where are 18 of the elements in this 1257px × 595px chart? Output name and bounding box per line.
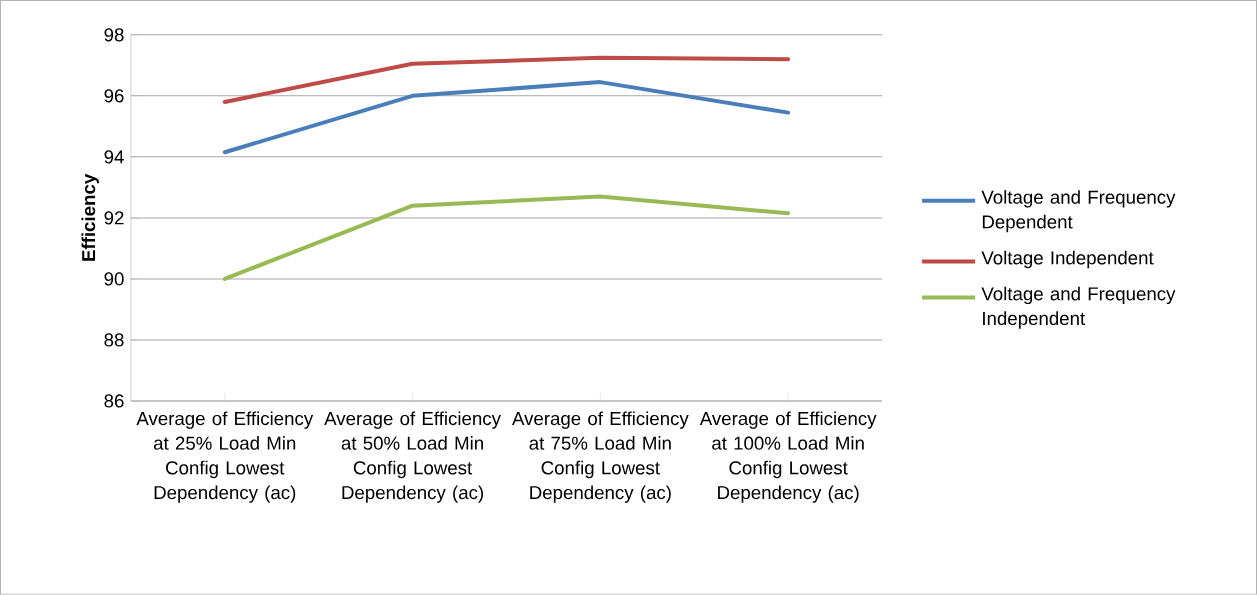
- line-series: [222, 194, 791, 281]
- legend-label: Voltage and Frequency Dependent: [981, 190, 1176, 233]
- legend-label: Voltage and Frequency Independent: [981, 286, 1176, 329]
- y-tick-label: 92: [104, 211, 124, 225]
- legend-label: Voltage Independent: [981, 250, 1154, 269]
- y-tick-label: 90: [104, 272, 124, 286]
- y-tick-label: 86: [104, 394, 124, 408]
- x-tick-label: Average of Efficiency at 25% Load Min Config Lowest Dependency (ac): [136, 411, 314, 503]
- line-series: [222, 55, 791, 105]
- y-tick-label: 94: [104, 150, 124, 164]
- x-tick-label: Average of Efficiency at 50% Load Min Config Lowest Dependency (ac): [324, 411, 501, 503]
- y-tick-label: 98: [104, 28, 124, 42]
- y-tick-label: 88: [104, 333, 124, 347]
- x-tick-label: Average of Efficiency at 75% Load Min Config Lowest Dependency (ac): [512, 411, 689, 503]
- y-axis-title: Efficiency: [81, 173, 99, 261]
- y-tick-label: 96: [104, 89, 124, 103]
- x-tick-label: Average of Efficiency at 100% Load Min Config Lowest Dependency (ac): [699, 411, 877, 503]
- line-series: [222, 80, 791, 155]
